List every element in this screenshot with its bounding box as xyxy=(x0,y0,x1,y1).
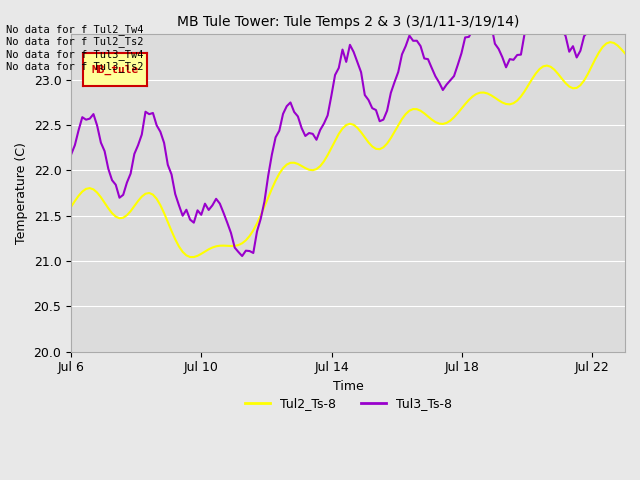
Tul3_Ts-8 xyxy=(238,253,246,259)
Tul2_Ts-8 xyxy=(528,76,536,82)
Text: No data for f Tul2_Tw4
No data for f Tul2_Ts2
No data for f Tul3_Tw4
No data for: No data for f Tul2_Tw4 No data for f Tul… xyxy=(6,24,144,72)
Tul3_Ts-8 xyxy=(454,62,461,68)
Line: Tul2_Ts-8: Tul2_Ts-8 xyxy=(71,42,625,257)
Tul2_Ts-8 xyxy=(621,50,629,56)
Tul2_Ts-8 xyxy=(383,141,391,146)
Text: MB_tule: MB_tule xyxy=(92,64,139,75)
Tul3_Ts-8 xyxy=(67,152,75,157)
Tul3_Ts-8 xyxy=(383,108,391,113)
Tul3_Ts-8 xyxy=(361,92,369,98)
X-axis label: Time: Time xyxy=(333,380,364,393)
Tul2_Ts-8 xyxy=(291,160,298,166)
Tul2_Ts-8 xyxy=(454,110,461,116)
Tul2_Ts-8 xyxy=(606,39,614,45)
Legend: Tul2_Ts-8, Tul3_Ts-8: Tul2_Ts-8, Tul3_Ts-8 xyxy=(239,392,456,415)
Title: MB Tule Tower: Tule Temps 2 & 3 (3/1/11-3/19/14): MB Tule Tower: Tule Temps 2 & 3 (3/1/11-… xyxy=(177,15,519,29)
Y-axis label: Temperature (C): Temperature (C) xyxy=(15,142,28,244)
Tul2_Ts-8 xyxy=(190,254,198,260)
Line: Tul3_Ts-8: Tul3_Ts-8 xyxy=(71,0,625,256)
Tul2_Ts-8 xyxy=(253,220,261,226)
Tul3_Ts-8 xyxy=(291,109,298,115)
Tul2_Ts-8 xyxy=(361,134,369,140)
Tul3_Ts-8 xyxy=(528,9,536,15)
Tul3_Ts-8 xyxy=(253,228,261,234)
Tul2_Ts-8 xyxy=(67,204,75,209)
